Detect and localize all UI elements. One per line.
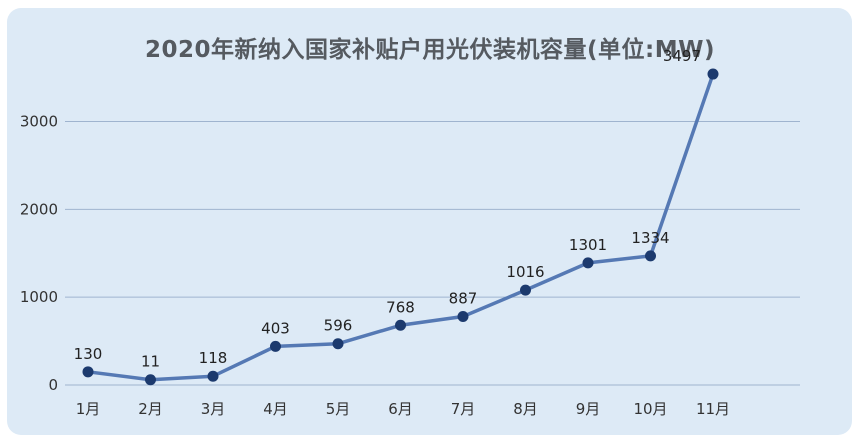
x-axis-ticks: 1月 2月 3月 4月 5月 6月 7月 8月 9月 10月 11月 bbox=[76, 400, 730, 418]
y-tick-label: 1000 bbox=[20, 288, 58, 306]
data-label: 3497 bbox=[663, 47, 701, 65]
data-label: 887 bbox=[449, 289, 478, 307]
data-label: 768 bbox=[386, 298, 415, 316]
data-label: 11 bbox=[141, 353, 160, 371]
x-tick-label: 1月 bbox=[76, 400, 101, 418]
data-points bbox=[82, 68, 719, 386]
data-point bbox=[207, 370, 219, 382]
data-label: 130 bbox=[74, 345, 103, 363]
data-point bbox=[270, 340, 281, 352]
x-tick-label: 2月 bbox=[138, 400, 163, 418]
data-point bbox=[582, 257, 594, 269]
x-tick-label: 9月 bbox=[576, 400, 601, 418]
y-axis-ticks: 0 1000 2000 3000 bbox=[20, 112, 58, 394]
data-point bbox=[395, 319, 406, 331]
x-tick-label: 5月 bbox=[326, 400, 351, 418]
x-tick-label: 4月 bbox=[263, 400, 288, 418]
chart-title: 2020年新纳入国家补贴户用光伏装机容量(单位:MW) bbox=[145, 37, 715, 63]
data-point bbox=[707, 68, 719, 80]
data-point bbox=[332, 338, 344, 350]
data-label: 596 bbox=[324, 317, 353, 335]
data-label: 1016 bbox=[506, 263, 544, 281]
data-point bbox=[457, 310, 469, 322]
data-point bbox=[520, 284, 531, 296]
data-label: 1334 bbox=[631, 229, 669, 247]
data-label: 118 bbox=[199, 349, 228, 367]
x-tick-label: 3月 bbox=[201, 400, 226, 418]
data-label: 403 bbox=[261, 319, 290, 337]
series-line bbox=[87, 73, 715, 382]
x-tick-label: 6月 bbox=[388, 400, 413, 418]
gridlines bbox=[65, 120, 800, 386]
data-labels: 130 11 118 403 596 768 887 1016 1301 1334 3497 bbox=[74, 47, 701, 371]
x-tick-label: 8月 bbox=[513, 400, 538, 418]
data-label: 1301 bbox=[569, 236, 607, 254]
data-point bbox=[145, 374, 156, 386]
data-point bbox=[645, 250, 656, 262]
x-tick-label: 10月 bbox=[633, 400, 667, 418]
data-point bbox=[82, 366, 94, 378]
x-tick-label: 11月 bbox=[696, 400, 730, 418]
y-tick-label: 0 bbox=[48, 376, 58, 394]
x-tick-label: 7月 bbox=[451, 400, 476, 418]
y-tick-label: 2000 bbox=[20, 200, 58, 218]
y-tick-label: 3000 bbox=[20, 112, 58, 130]
